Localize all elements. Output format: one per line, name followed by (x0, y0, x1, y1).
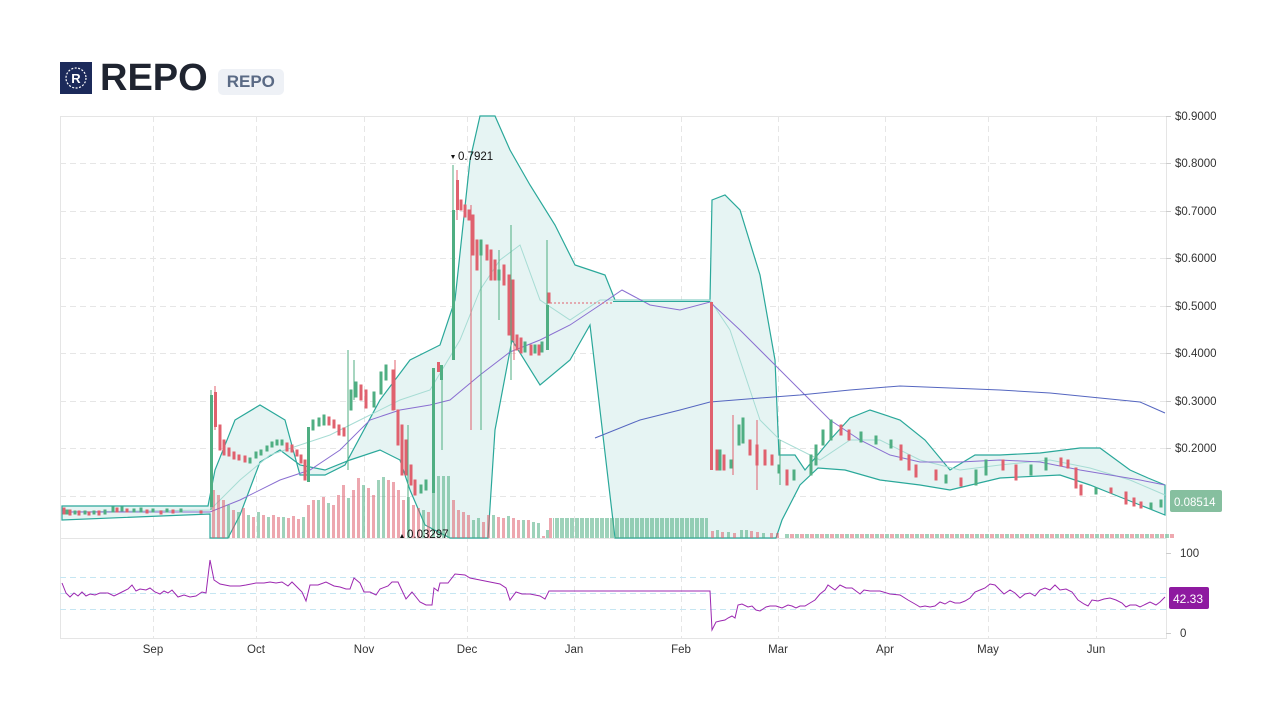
svg-text:0: 0 (1180, 628, 1186, 640)
svg-text:$0.8000: $0.8000 (1175, 158, 1217, 170)
svg-text:Mar: Mar (768, 644, 788, 656)
svg-text:$0.5000: $0.5000 (1175, 301, 1217, 313)
svg-text:$0.7000: $0.7000 (1175, 206, 1217, 218)
page-title: REPO (100, 57, 208, 99)
svg-text:Dec: Dec (457, 644, 478, 656)
rsi-axis: 100 0 (1180, 548, 1199, 640)
bollinger-band (61, 115, 1166, 539)
rsi-pane (60, 538, 1167, 639)
svg-text:Nov: Nov (354, 644, 375, 656)
candlesticks (62, 165, 1163, 530)
svg-text:0.03297: 0.03297 (407, 529, 449, 541)
svg-text:42.33: 42.33 (1173, 592, 1203, 606)
svg-text:Feb: Feb (671, 644, 691, 656)
svg-text:$0.2000: $0.2000 (1175, 443, 1217, 455)
moving-average-long (594, 385, 1166, 439)
rsi-value-badge: 42.33 (1169, 587, 1209, 609)
svg-text:Jan: Jan (565, 644, 584, 656)
volume-bars (212, 476, 1175, 538)
rsi-bands (60, 577, 1166, 610)
svg-text:May: May (977, 644, 999, 656)
current-price-badge: 0.08514 (1170, 490, 1222, 512)
chart-header: R REPO REPO (60, 58, 284, 98)
svg-text:R: R (71, 71, 81, 86)
repo-logo-icon: R (60, 62, 92, 94)
low-annotation: 0.03297 (400, 529, 449, 541)
svg-text:100: 100 (1180, 548, 1199, 560)
svg-text:0.08514: 0.08514 (1174, 497, 1216, 509)
svg-text:Apr: Apr (876, 644, 894, 656)
price-grid (60, 116, 1166, 638)
svg-text:0.7921: 0.7921 (458, 151, 493, 163)
svg-text:Jun: Jun (1087, 644, 1106, 656)
high-annotation: 0.7921 (451, 151, 493, 163)
svg-text:$0.6000: $0.6000 (1175, 253, 1217, 265)
time-axis: Sep Oct Nov Dec Jan Feb Mar Apr May Jun (143, 644, 1106, 656)
rsi-line (61, 559, 1166, 632)
svg-text:$0.3000: $0.3000 (1175, 396, 1217, 408)
svg-text:$0.4000: $0.4000 (1175, 348, 1217, 360)
ticker-badge: REPO (217, 69, 284, 95)
svg-text:Sep: Sep (143, 644, 163, 656)
bollinger-mid-line (61, 244, 1166, 513)
svg-text:Oct: Oct (247, 644, 266, 656)
svg-text:$0.9000: $0.9000 (1175, 111, 1217, 123)
